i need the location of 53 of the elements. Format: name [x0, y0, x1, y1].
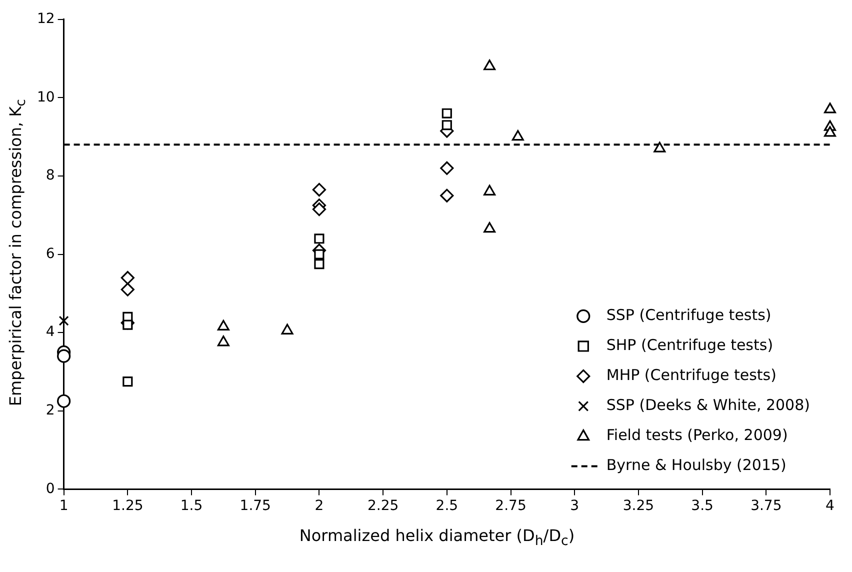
point — [120, 282, 134, 296]
x-tick-label: 2 — [314, 498, 324, 514]
point — [484, 60, 496, 70]
x-tick-label: 4 — [826, 498, 835, 514]
x-tick-label: 1.5 — [180, 498, 203, 514]
x-tick-label: 3 — [570, 498, 580, 514]
point — [217, 336, 230, 346]
point — [120, 270, 134, 285]
point — [654, 142, 666, 152]
point — [442, 120, 452, 130]
point — [122, 376, 133, 387]
point — [440, 161, 454, 175]
legend-label: Byrne & Houlsby (2015) — [606, 456, 786, 474]
y-tick-label: 0 — [46, 480, 55, 497]
x-tick-label: 1 — [59, 498, 68, 514]
point — [57, 349, 71, 363]
point — [312, 202, 326, 216]
legend-label: SSP (Deeks & White, 2008) — [606, 396, 810, 414]
x-tick-label: 3.25 — [622, 498, 654, 514]
point — [314, 249, 324, 260]
point — [314, 234, 324, 244]
x-axis-title: Normalized helix diameter (D$_{h}$/D$_{c}$) — [298, 526, 576, 550]
point — [312, 182, 326, 197]
x-tick-label: 3.5 — [691, 498, 714, 514]
y-tick-label: 2 — [46, 402, 55, 419]
point — [314, 259, 324, 270]
point — [484, 184, 496, 196]
legend-label: SSP (Centrifuge tests) — [606, 306, 772, 324]
x-tick-label: 1.75 — [240, 498, 271, 514]
point — [217, 320, 230, 331]
legend-label: SHP (Centrifuge tests) — [606, 336, 774, 354]
point — [512, 130, 524, 141]
y-tick-label: 10 — [36, 89, 55, 106]
x-tick-label: 3.75 — [750, 498, 782, 514]
point — [440, 188, 454, 202]
y-tick-label: 4 — [46, 324, 55, 340]
y-tick-label: 6 — [46, 246, 55, 262]
x-tick-label: 2.5 — [436, 498, 458, 514]
x-tick-label: 2.75 — [495, 498, 526, 514]
point — [57, 394, 71, 408]
point — [484, 222, 496, 233]
y-tick-label: 12 — [36, 11, 55, 28]
legend-label: Field tests (Perko, 2009) — [606, 426, 788, 444]
x-tick-label: 2.25 — [367, 498, 399, 514]
point — [122, 320, 133, 330]
x-tick-label: 1.25 — [112, 498, 144, 514]
y-tick-label: 8 — [46, 168, 55, 184]
point — [281, 324, 294, 334]
point — [824, 102, 836, 114]
point — [442, 108, 452, 118]
point — [824, 126, 836, 137]
point — [58, 316, 69, 326]
legend-label: MHP (Centrifuge tests) — [606, 366, 776, 384]
